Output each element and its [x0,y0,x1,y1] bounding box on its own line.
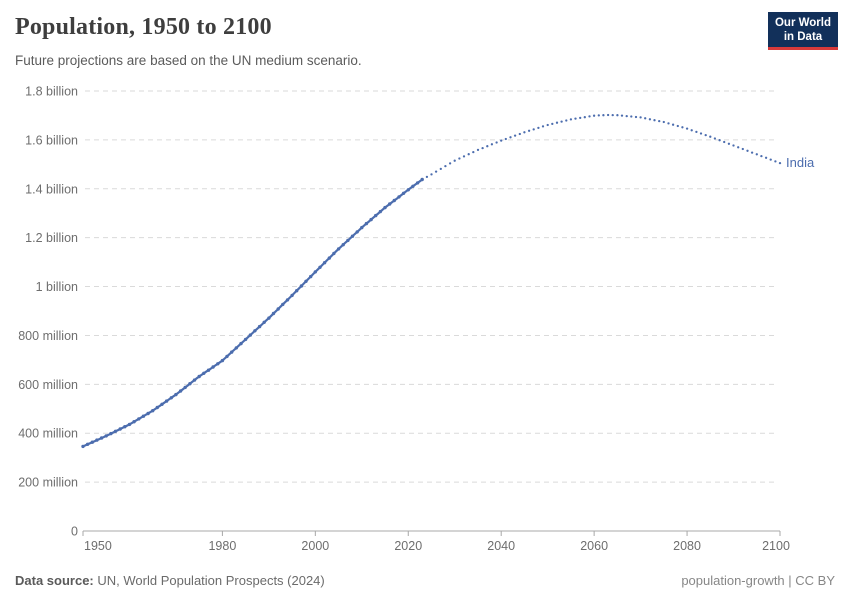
chart-subtitle: Future projections are based on the UN m… [15,53,362,68]
data-source-label: Data source: [15,573,94,588]
series-india-projection-dots [425,113,782,179]
owid-logo-line1: Our World [774,17,831,29]
data-source-text: UN, World Population Prospects (2024) [97,573,325,588]
owid-logo-line2: in Data [783,31,823,43]
svg-text:1980: 1980 [208,539,236,553]
svg-text:1 billion: 1 billion [36,280,78,294]
svg-text:2100: 2100 [762,539,790,553]
svg-text:2000: 2000 [301,539,329,553]
svg-text:2060: 2060 [580,539,608,553]
page-title: Population, 1950 to 2100 [15,14,272,40]
svg-text:1.8 billion: 1.8 billion [25,85,78,99]
svg-text:2040: 2040 [487,539,515,553]
y-axis-tick-labels: 0 200 million 400 million 600 million 800 mi… [18,85,78,539]
svg-text:400 million: 400 million [18,427,78,441]
x-axis-tick-labels: 1950 1980 2000 2020 2040 2060 2080 2100 [84,539,790,553]
svg-text:800 million: 800 million [18,329,78,343]
y-gridlines [85,90,775,483]
data-source-note: Data source: UN, World Population Prospe… [15,573,325,588]
entity-label-india[interactable]: India [786,155,815,170]
svg-text:2020: 2020 [394,539,422,553]
owid-logo[interactable]: Our World in Data [768,12,838,50]
svg-text:1.2 billion: 1.2 billion [25,231,78,245]
svg-text:600 million: 600 million [18,378,78,392]
series-india-historical-dots [81,177,424,449]
svg-text:0: 0 [71,525,78,539]
svg-text:1.4 billion: 1.4 billion [25,182,78,196]
x-axis [82,530,781,536]
svg-text:200 million: 200 million [18,476,78,490]
svg-text:1950: 1950 [84,539,112,553]
svg-text:2080: 2080 [673,539,701,553]
slug-license-link[interactable]: population-growth | CC BY [681,573,835,588]
svg-text:1.6 billion: 1.6 billion [25,133,78,147]
